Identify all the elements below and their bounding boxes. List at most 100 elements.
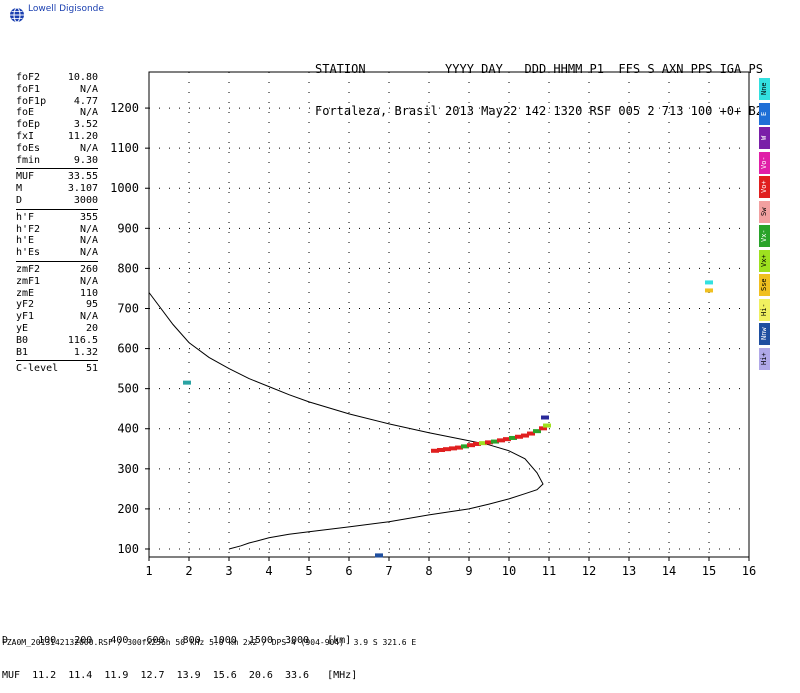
trace-point	[533, 429, 541, 434]
param-value: 10.80	[67, 72, 98, 83]
param-label: zmE	[16, 287, 35, 299]
trace-point	[431, 448, 439, 453]
param-divider	[16, 360, 98, 362]
y-tick-label: 1200	[110, 101, 139, 115]
y-tick-label: 1100	[110, 141, 139, 155]
param-row: yF1 N/A	[16, 311, 98, 323]
param-row: foEs N/A	[16, 143, 98, 155]
polarization-legend: Nne E W Vo- Vo+ Sw Vx- Vx+ Sse Hi- Nnw Hi+	[759, 78, 770, 372]
legend-label: Sse	[760, 278, 768, 292]
legend-item: Sse	[759, 274, 770, 296]
param-label: foF1	[16, 83, 41, 95]
param-row: h'F 355	[16, 212, 98, 224]
param-value: N/A	[79, 83, 98, 95]
x-tick-label: 8	[425, 564, 432, 578]
param-value: 3000	[73, 194, 98, 206]
param-label: yF2	[16, 299, 35, 311]
y-tick-label: 100	[117, 542, 139, 556]
legend-item: E	[759, 102, 770, 125]
y-tick-label: 300	[117, 462, 139, 476]
x-tick-label: 13	[622, 564, 636, 578]
param-label: foF2	[16, 72, 41, 83]
param-row: h'F2 N/A	[16, 224, 98, 236]
param-label: fmin	[16, 154, 41, 166]
legend-label: Nnw	[760, 327, 768, 341]
y-tick-label: 600	[117, 342, 139, 356]
trace-point	[437, 447, 445, 452]
x-tick-label: 16	[742, 564, 756, 578]
param-divider	[16, 208, 98, 210]
param-row: B0 116.5	[16, 335, 98, 347]
param-row: D 3000	[16, 195, 98, 207]
x-tick-label: 9	[465, 564, 472, 578]
param-row: foF1 N/A	[16, 84, 98, 96]
trace-point	[491, 439, 499, 444]
param-value: N/A	[79, 142, 98, 154]
trace-point	[443, 447, 451, 452]
param-value: 116.5	[67, 334, 98, 346]
trace-point	[705, 280, 713, 285]
param-value: N/A	[79, 223, 98, 235]
legend-item: Vx+	[759, 249, 770, 272]
param-row: foF2 10.80	[16, 72, 98, 84]
param-label: M	[16, 183, 23, 195]
muf-distance-table: D 100 200 400 600 800 1000 1500 3000 [km…	[2, 612, 357, 693]
legend-item: Nne	[759, 78, 770, 100]
param-row: MUF 33.55	[16, 171, 98, 183]
param-value: 95	[85, 299, 98, 311]
y-tick-label: 400	[117, 422, 139, 436]
legend-item: Hi-	[759, 298, 770, 321]
param-row: zmF2 260	[16, 264, 98, 276]
param-label: zmF1	[16, 275, 41, 287]
param-label: B1	[16, 346, 29, 358]
trace-point	[455, 445, 463, 450]
trace-point	[543, 423, 551, 428]
legend-label: Hi-	[760, 303, 768, 316]
distance-row: D 100 200 400 600 800 1000 1500 3000 [km…	[2, 635, 352, 646]
param-row: h'Es N/A	[16, 247, 98, 259]
param-value: N/A	[79, 247, 98, 259]
trace-point	[183, 380, 191, 385]
y-tick-label: 200	[117, 502, 139, 516]
param-value: 1.32	[73, 346, 98, 358]
trace-point	[503, 437, 511, 442]
trace-point	[705, 288, 713, 293]
legend-label: W	[760, 135, 768, 141]
param-label: B0	[16, 334, 29, 346]
param-row: fmin 9.30	[16, 155, 98, 167]
legend-item: Nnw	[759, 323, 770, 345]
param-label: foEs	[16, 142, 41, 154]
param-row: foE N/A	[16, 107, 98, 119]
trace-point	[485, 440, 493, 445]
param-value: 3.52	[73, 119, 98, 131]
param-label: D	[16, 194, 23, 206]
param-label: h'F	[16, 211, 35, 223]
param-value: 4.77	[73, 95, 98, 107]
y-tick-label: 800	[117, 261, 139, 275]
legend-item: Hi+	[759, 347, 770, 370]
y-tick-label: 500	[117, 382, 139, 396]
x-tick-label: 15	[702, 564, 716, 578]
trace-point	[461, 444, 469, 449]
x-tick-label: 1	[145, 564, 152, 578]
param-label: yF1	[16, 311, 35, 323]
legend-item: W	[759, 127, 770, 149]
trace-point	[509, 435, 517, 440]
x-tick-label: 10	[502, 564, 516, 578]
legend-label: Hi+	[760, 352, 768, 365]
trace-point	[515, 434, 523, 439]
param-label: zmF2	[16, 263, 41, 275]
x-tick-label: 4	[265, 564, 272, 578]
trace-point	[479, 441, 487, 446]
legend-item: Vo+	[759, 176, 770, 198]
param-value: 51	[85, 363, 98, 375]
param-divider	[16, 168, 98, 170]
trace-point	[449, 446, 457, 451]
y-tick-label: 1000	[110, 181, 139, 195]
param-label: C-level	[16, 363, 59, 375]
x-tick-label: 11	[542, 564, 556, 578]
param-row: h'E N/A	[16, 235, 98, 247]
y-tick-label: 700	[117, 301, 139, 315]
param-row: zmF1 N/A	[16, 276, 98, 288]
param-label: foF1p	[16, 95, 47, 107]
